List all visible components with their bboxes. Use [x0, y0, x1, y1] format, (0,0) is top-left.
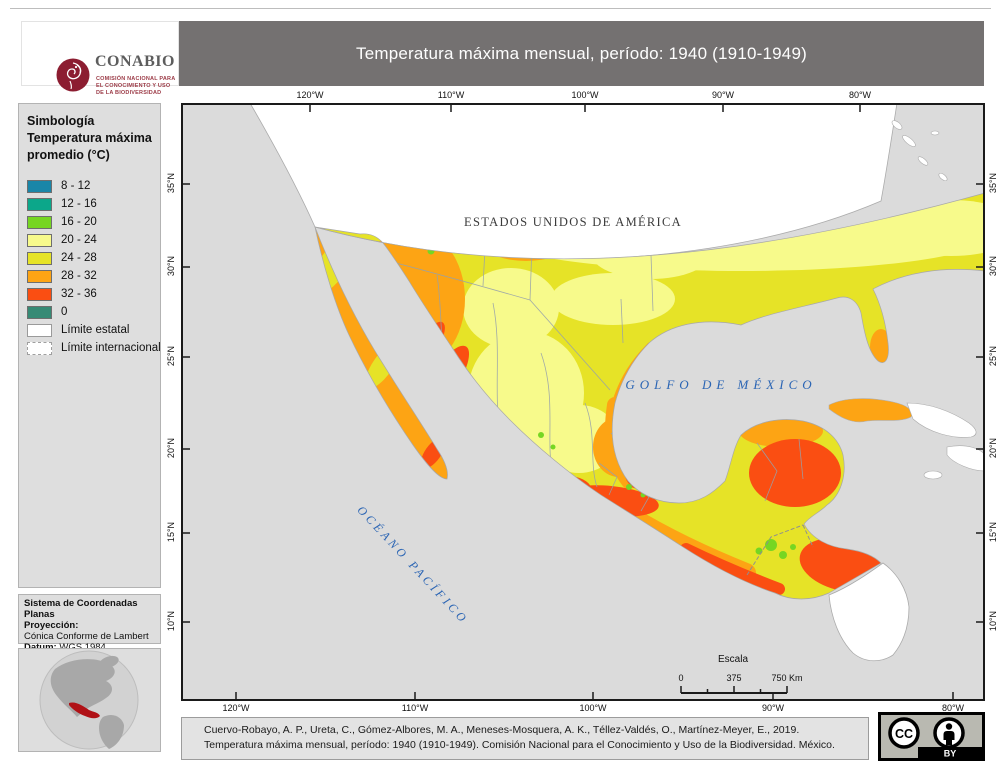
cc-by-text: BY [944, 749, 957, 759]
citation-line2: Temperatura máxima mensual, período: 194… [204, 739, 835, 751]
legend-swatch [27, 197, 52, 211]
latitude-label: 20°N [988, 437, 998, 459]
globe-north-america [50, 659, 115, 717]
usa-label: ESTADOS UNIDOS DE AMÉRICA [464, 215, 682, 229]
legend-row: 24 - 28 [27, 249, 152, 267]
longitude-label: 100°W [571, 90, 599, 100]
legend-row: 8 - 12 [27, 177, 152, 195]
legend-title: Simbología [27, 114, 95, 128]
top-divider [10, 8, 991, 9]
globe-inset [39, 650, 139, 750]
latitude-label: 15°N [988, 521, 998, 543]
legend-row-limite-estatal: Límite estatal [27, 321, 152, 339]
international-boundaries [746, 524, 814, 576]
legend-row-limite-internacional: Límite internacional [27, 339, 161, 357]
legend-swatch [27, 305, 52, 319]
latitude-label: 30°N [988, 255, 998, 277]
longitude-label: 80°W [941, 703, 965, 713]
projection-info-box: Sistema de Coordenadas Planas Proyección… [18, 594, 161, 653]
longitude-label: 90°W [761, 703, 785, 713]
svg-text:CC: CC [895, 727, 913, 741]
conabio-wordmark: CONABIO [95, 53, 175, 70]
legend-row: 20 - 24 [27, 231, 152, 249]
latitude-label: 25°N [988, 345, 998, 367]
legend-swatch [27, 233, 52, 247]
cc-by-license-badge: BY CC [878, 712, 985, 761]
latitude-label: 25°N [166, 345, 176, 367]
legend-swatch [27, 251, 52, 265]
hispaniola [946, 445, 985, 472]
latitude-label: 35°N [166, 172, 176, 194]
svg-text:375: 375 [726, 673, 741, 683]
legend-row: 32 - 36 [27, 285, 152, 303]
globe-inset-box [18, 648, 161, 752]
legend-swatch [27, 179, 52, 193]
longitude-label: 90°W [711, 90, 735, 100]
globe-south-america [99, 714, 124, 749]
projection-name: Cónica Conforme de Lambert [24, 631, 149, 642]
longitude-label: 120°W [222, 703, 250, 713]
longitude-label: 120°W [296, 90, 324, 100]
svg-text:750 Km: 750 Km [771, 673, 802, 683]
svg-text:0: 0 [678, 673, 683, 683]
legend-swatch [27, 287, 52, 301]
cc-icon [888, 717, 920, 749]
jamaica [923, 470, 943, 480]
map-title-band: Temperatura máxima mensual, período: 194… [179, 21, 984, 86]
datum-line: Datum: WGS 1984 [24, 642, 155, 653]
legend-subtitle-1: Temperatura máxima [27, 131, 152, 145]
legend-swatch [27, 269, 52, 283]
conabio-tagline: COMISIÓN NACIONAL PARA EL CONOCIMIENTO Y… [96, 76, 176, 96]
longitude-label: 110°W [437, 90, 465, 100]
longitude-label: 110°W [401, 703, 429, 713]
legend-row: 28 - 32 [27, 267, 152, 285]
cuba [828, 398, 913, 423]
state-limit-swatch [27, 323, 52, 337]
cuba-east-no-data [906, 402, 977, 438]
map-frame [181, 103, 985, 701]
longitude-label: 100°W [579, 703, 607, 713]
latitude-label: 20°N [166, 437, 176, 459]
legend-subtitle-2: promedio (°C) [27, 148, 110, 162]
latitude-label: 35°N [988, 172, 998, 194]
conabio-logo-icon [56, 58, 90, 92]
graticule-ticks [183, 105, 983, 699]
citation-box: Cuervo-Robayo, A. P., Ureta, C., Gómez-A… [181, 717, 869, 760]
longitude-label: 80°W [848, 90, 872, 100]
map-title: Temperatura máxima mensual, período: 194… [356, 43, 807, 63]
bahamas-islands [891, 120, 948, 182]
legend-panel: Simbología Temperatura máxima promedio (… [18, 103, 161, 588]
map-canvas: ESTADOS UNIDOS DE AMÉRICA GOLFO DE MÉXIC… [181, 103, 985, 701]
gulf-of-mexico-label: GOLFO DE MÉXICO [625, 377, 816, 392]
legend-row: 16 - 20 [27, 213, 152, 231]
latitude-label: 15°N [166, 521, 176, 543]
globe-mexico-highlight [69, 702, 100, 719]
international-limit-swatch [27, 341, 52, 355]
scale-bar: Escala 0 375 750 Km [678, 654, 803, 694]
nicaragua-no-data-land [828, 562, 910, 662]
legend-classes: 8 - 12 12 - 16 16 - 20 20 - 24 24 - 28 2… [27, 177, 161, 357]
projection-label: Proyección: [24, 620, 79, 631]
latitude-label: 10°N [166, 610, 176, 632]
conabio-logo-box: CONABIO COMISIÓN NACIONAL PARA EL CONOCI… [21, 21, 179, 96]
latitude-label: 30°N [166, 255, 176, 277]
legend-row: 12 - 16 [27, 195, 152, 213]
citation-line1: Cuervo-Robayo, A. P., Ureta, C., Gómez-A… [204, 724, 800, 736]
legend-row: 0 [27, 303, 152, 321]
latitude-label: 10°N [988, 610, 998, 632]
svg-text:Escala: Escala [718, 654, 748, 665]
projection-system: Sistema de Coordenadas Planas [24, 598, 138, 620]
legend-swatch [27, 215, 52, 229]
